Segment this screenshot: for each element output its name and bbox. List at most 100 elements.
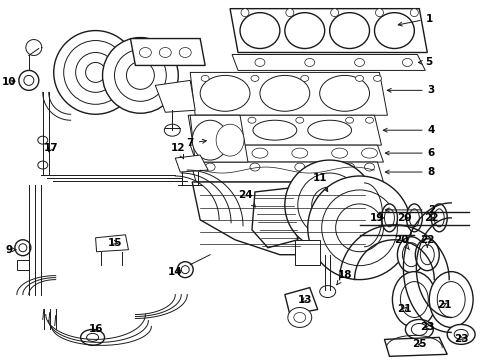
Ellipse shape (307, 176, 410, 280)
Ellipse shape (355, 75, 363, 81)
Text: 20: 20 (396, 213, 411, 223)
Ellipse shape (373, 75, 381, 81)
Ellipse shape (252, 120, 296, 140)
Ellipse shape (247, 117, 255, 123)
Ellipse shape (15, 240, 31, 256)
Ellipse shape (408, 209, 419, 227)
Ellipse shape (295, 117, 303, 123)
Text: 2: 2 (385, 205, 434, 215)
Polygon shape (192, 182, 379, 255)
Ellipse shape (181, 266, 189, 274)
Ellipse shape (330, 9, 338, 17)
Ellipse shape (76, 53, 115, 92)
Ellipse shape (159, 48, 171, 58)
Ellipse shape (414, 239, 438, 271)
Ellipse shape (102, 37, 178, 113)
Ellipse shape (375, 9, 383, 17)
Ellipse shape (361, 148, 377, 158)
Polygon shape (190, 72, 386, 115)
Ellipse shape (453, 329, 467, 339)
Ellipse shape (54, 31, 137, 114)
Ellipse shape (364, 163, 374, 171)
Ellipse shape (250, 75, 259, 81)
Ellipse shape (406, 204, 422, 232)
Ellipse shape (335, 204, 383, 252)
Ellipse shape (354, 58, 364, 67)
Polygon shape (155, 80, 195, 112)
Ellipse shape (85, 62, 105, 82)
Text: 5: 5 (418, 58, 432, 67)
Ellipse shape (240, 13, 279, 49)
Ellipse shape (200, 75, 249, 111)
Ellipse shape (291, 148, 307, 158)
Polygon shape (285, 288, 317, 315)
Ellipse shape (409, 9, 417, 17)
Polygon shape (229, 9, 427, 53)
Ellipse shape (319, 75, 369, 111)
Text: 15: 15 (108, 238, 122, 248)
Text: 14: 14 (167, 267, 182, 276)
Ellipse shape (285, 160, 374, 250)
Polygon shape (190, 145, 383, 162)
Polygon shape (17, 260, 29, 270)
Text: 12: 12 (171, 143, 185, 159)
Text: 21: 21 (396, 305, 411, 315)
Ellipse shape (365, 117, 373, 123)
Ellipse shape (114, 50, 166, 101)
Text: 17: 17 (43, 143, 58, 153)
Ellipse shape (304, 58, 314, 67)
Text: 1: 1 (397, 14, 432, 26)
Ellipse shape (24, 75, 34, 85)
Ellipse shape (201, 75, 209, 81)
Ellipse shape (300, 75, 308, 81)
Ellipse shape (63, 41, 127, 104)
Polygon shape (294, 240, 319, 265)
Text: 4: 4 (383, 125, 434, 135)
Text: 21: 21 (436, 300, 450, 310)
Ellipse shape (139, 48, 151, 58)
Ellipse shape (212, 148, 227, 158)
Text: 10: 10 (1, 77, 16, 87)
Ellipse shape (420, 245, 433, 265)
Ellipse shape (410, 323, 427, 336)
Text: 24: 24 (237, 190, 255, 207)
Polygon shape (175, 155, 208, 172)
Ellipse shape (384, 209, 394, 227)
Polygon shape (95, 235, 128, 252)
Ellipse shape (198, 120, 242, 140)
Ellipse shape (287, 307, 311, 328)
Ellipse shape (447, 324, 474, 345)
Ellipse shape (405, 319, 432, 339)
Text: 8: 8 (385, 167, 434, 177)
Ellipse shape (81, 329, 104, 345)
Ellipse shape (400, 282, 427, 318)
Ellipse shape (293, 312, 305, 323)
Text: 20: 20 (393, 235, 408, 250)
Ellipse shape (311, 187, 347, 223)
Ellipse shape (430, 204, 447, 232)
Polygon shape (251, 188, 297, 248)
Text: 25: 25 (411, 339, 426, 349)
Ellipse shape (201, 117, 209, 123)
Ellipse shape (216, 124, 244, 156)
Text: 16: 16 (88, 324, 102, 334)
Text: 22: 22 (423, 213, 438, 223)
Text: 18: 18 (336, 270, 351, 285)
Ellipse shape (329, 13, 369, 49)
Ellipse shape (38, 136, 48, 144)
Ellipse shape (433, 209, 443, 227)
Polygon shape (130, 39, 205, 66)
Ellipse shape (126, 62, 154, 89)
Ellipse shape (319, 285, 335, 298)
Ellipse shape (86, 333, 99, 341)
Ellipse shape (307, 120, 351, 140)
Ellipse shape (205, 163, 215, 171)
Ellipse shape (294, 163, 304, 171)
Ellipse shape (19, 71, 39, 90)
Text: 7: 7 (186, 138, 206, 148)
Text: 23: 23 (453, 334, 468, 345)
Ellipse shape (177, 262, 193, 278)
Text: 22: 22 (419, 235, 434, 248)
Ellipse shape (285, 13, 324, 49)
Ellipse shape (381, 204, 397, 232)
